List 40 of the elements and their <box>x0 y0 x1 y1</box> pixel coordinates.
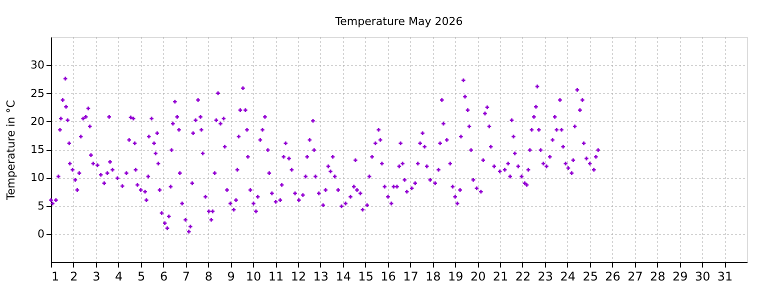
x-tick-label: 2 <box>70 270 78 284</box>
x-tick-label: 26 <box>605 270 620 284</box>
x-tick-label: 17 <box>403 270 418 284</box>
x-tick-label: 28 <box>650 270 666 284</box>
x-tick-label: 1 <box>52 270 60 284</box>
x-tick-label: 29 <box>672 270 688 284</box>
x-tick-label: 6 <box>160 270 168 284</box>
x-tick-label: 30 <box>694 270 710 284</box>
x-tick-label: 20 <box>470 270 486 284</box>
x-tick-label: 9 <box>227 270 235 284</box>
x-tick-label: 16 <box>380 270 396 284</box>
y-tick-label: 10 <box>30 171 44 184</box>
x-tick-label: 10 <box>246 270 262 284</box>
x-tick-label: 15 <box>358 270 374 284</box>
y-tick-label: 5 <box>38 199 44 212</box>
x-tick-label: 19 <box>448 270 464 284</box>
x-tick-label: 13 <box>313 270 329 284</box>
x-tick-label: 27 <box>628 270 643 284</box>
x-tick-label: 14 <box>336 270 352 284</box>
x-tick-label: 31 <box>717 270 733 284</box>
x-tick-label: 3 <box>92 270 100 284</box>
y-tick-label: 0 <box>38 227 44 240</box>
x-tick-label: 25 <box>582 270 598 284</box>
x-tick-label: 7 <box>182 270 190 284</box>
y-tick-label: 25 <box>30 86 44 100</box>
y-tick-label: 20 <box>30 114 44 128</box>
y-tick-label: 30 <box>30 58 44 72</box>
y-tick-label: 15 <box>30 143 44 156</box>
x-tick-label: 21 <box>492 270 508 284</box>
x-tick-label: 5 <box>137 270 146 284</box>
x-tick-label: 18 <box>426 270 441 284</box>
x-tick-label: 12 <box>290 270 306 284</box>
y-axis-title: Temperature in °C <box>4 100 18 201</box>
x-tick-label: 22 <box>515 270 531 284</box>
x-tick-label: 23 <box>538 270 554 284</box>
x-tick-label: 4 <box>115 270 123 284</box>
x-tick-label: 11 <box>268 270 284 284</box>
chart-title: Temperature May 2026 <box>334 15 463 28</box>
x-tick-label: 8 <box>204 270 212 284</box>
x-tick-label: 24 <box>560 270 576 284</box>
